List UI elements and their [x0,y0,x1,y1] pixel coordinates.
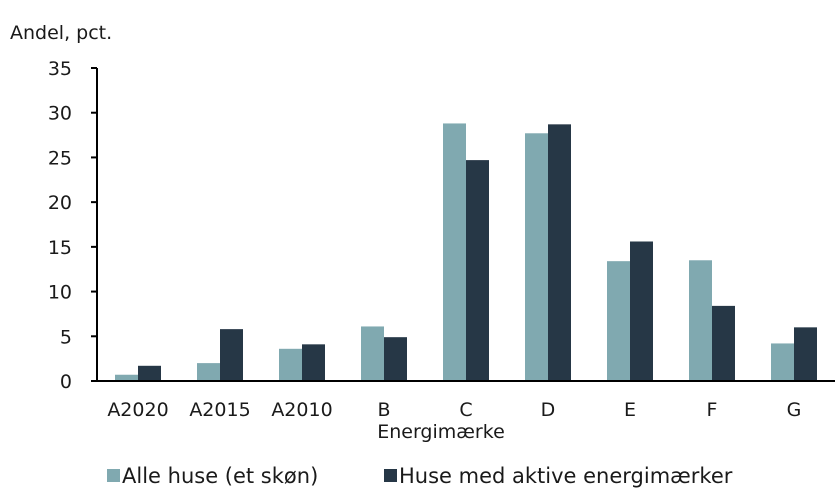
y-tick-label: 35 [48,58,72,80]
y-axis-title: Andel, pct. [10,22,112,44]
bar-aktive-energimaerker-A2010 [302,344,325,381]
bar-aktive-energimaerker-E [630,241,653,381]
legend: Alle huse (et skøn) Huse med aktive energ… [107,464,733,488]
legend-label: Huse med aktive energimærker [399,464,733,488]
bar-alle-huse-A2015 [197,363,220,381]
x-category-label: C [459,399,472,421]
y-tick-label: 25 [48,147,72,169]
x-axis-categories: A2020 A2015 A2010 B C D E F G [107,399,801,421]
bar-aktive-energimaerker-A2020 [138,365,161,381]
bar-alle-huse-B [361,326,384,381]
x-category-label: A2015 [189,399,250,421]
y-axis-ticks: 0 5 10 15 20 25 30 35 [48,58,97,393]
bar-alle-huse-E [607,261,630,381]
y-tick-label: 10 [48,282,72,304]
legend-swatch [107,469,120,482]
y-tick-label: 20 [48,192,72,214]
bar-alle-huse-G [771,343,794,381]
bar-alle-huse-D [525,133,548,381]
bars [115,123,817,382]
y-tick-label: 30 [48,103,72,125]
x-axis-title: Energimærke [377,421,505,443]
x-category-label: G [787,399,802,421]
bar-aktive-energimaerker-D [548,124,571,381]
bar-aktive-energimaerker-G [794,327,817,381]
y-tick-label: 5 [60,326,72,348]
y-tick-label: 15 [48,237,72,259]
x-category-label: A2020 [107,399,168,421]
x-category-label: B [377,399,390,421]
bar-aktive-energimaerker-B [384,337,407,381]
bar-alle-huse-F [689,260,712,381]
bar-alle-huse-A2020 [115,374,138,381]
bar-alle-huse-A2010 [279,348,302,381]
x-category-label: D [541,399,556,421]
bar-alle-huse-C [443,123,466,382]
legend-label: Alle huse (et skøn) [122,464,318,488]
bar-aktive-energimaerker-A2015 [220,329,243,381]
bar-aktive-energimaerker-C [466,160,489,381]
bar-aktive-energimaerker-F [712,305,735,381]
y-tick-label: 0 [60,371,72,393]
x-category-label: F [707,399,718,421]
legend-swatch [384,469,397,482]
x-category-label: A2010 [271,399,332,421]
x-category-label: E [624,399,636,421]
